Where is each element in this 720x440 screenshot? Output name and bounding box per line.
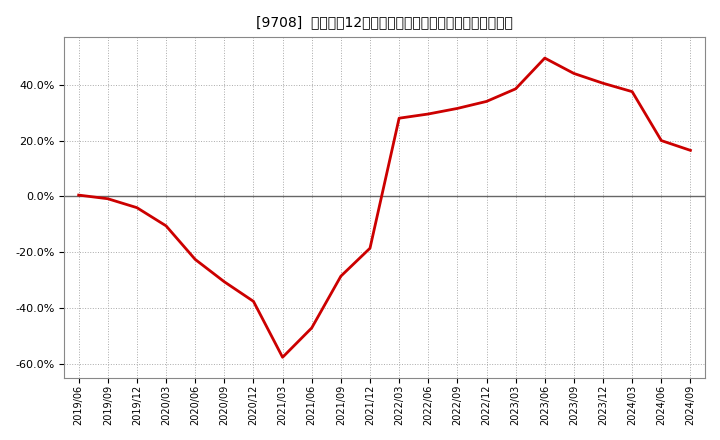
Title: [9708]  売上高の12か月移動合計の対前年同期増減率の推移: [9708] 売上高の12か月移動合計の対前年同期増減率の推移 [256,15,513,29]
